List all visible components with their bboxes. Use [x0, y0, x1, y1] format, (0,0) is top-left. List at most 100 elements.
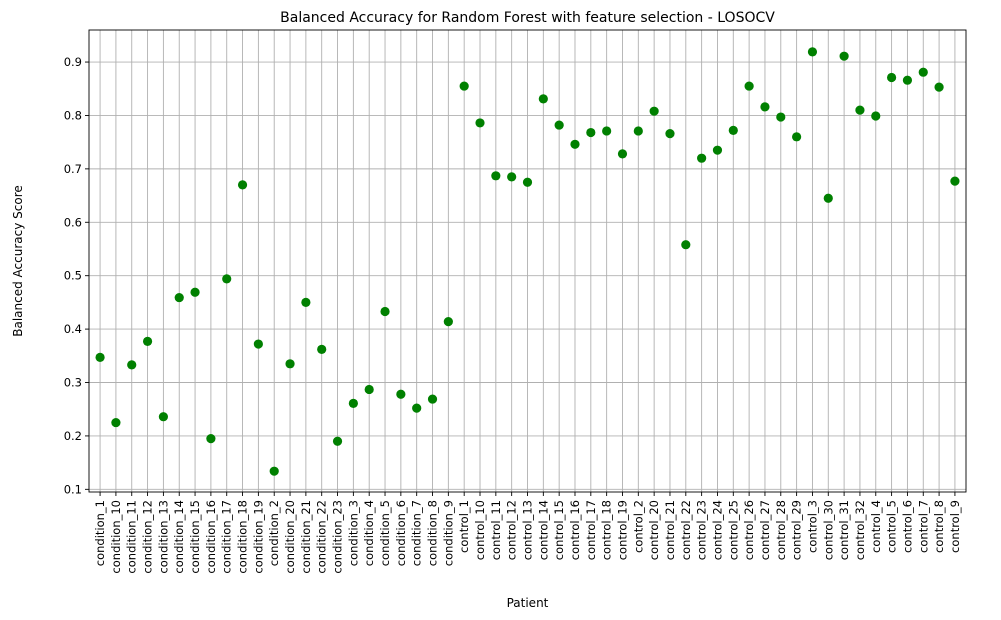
data-point — [712, 145, 723, 155]
data-point — [538, 94, 548, 104]
data-point — [364, 384, 374, 395]
x-tick-label: control_5 — [885, 500, 899, 553]
x-tick-label: condition_5 — [378, 500, 392, 566]
x-tick-label: control_25 — [726, 500, 740, 560]
data-point — [602, 126, 612, 136]
y-axis-ticks: 0.1 0.2 0.3 0.4 0.5 0.6 0.7 0.8 0.9 — [64, 55, 89, 496]
data-point — [380, 306, 390, 317]
y-tick-label: 0.8 — [64, 108, 82, 122]
data-point — [332, 436, 343, 446]
x-tick-label: condition_9 — [441, 500, 455, 566]
data-point — [681, 240, 691, 250]
x-tick-label: control_28 — [774, 500, 788, 560]
x-tick-label: control_20 — [647, 500, 661, 560]
data-point — [253, 339, 263, 349]
data-point — [950, 176, 960, 186]
x-tick-label: condition_7 — [410, 500, 424, 566]
x-tick-label: control_32 — [853, 500, 867, 560]
data-point — [301, 297, 311, 307]
x-tick-label: condition_12 — [141, 500, 155, 574]
data-point — [792, 132, 802, 142]
x-tick-label: control_26 — [742, 500, 756, 560]
y-tick-label: 0.6 — [64, 215, 82, 229]
y-tick-label: 0.7 — [64, 162, 82, 176]
x-tick-label: control_17 — [584, 500, 598, 560]
data-point — [855, 105, 865, 115]
data-point — [206, 433, 216, 444]
data-point — [554, 120, 564, 130]
data-point — [507, 172, 517, 182]
data-point — [142, 336, 153, 346]
y-axis-label: Balanced Accuracy Score — [11, 185, 25, 337]
x-tick-label: control_16 — [568, 500, 582, 560]
data-point — [427, 394, 438, 404]
x-tick-label: condition_8 — [426, 500, 440, 566]
data-point — [522, 177, 533, 187]
data-point — [776, 112, 786, 122]
data-point — [617, 149, 628, 159]
x-tick-label: control_4 — [869, 500, 883, 553]
y-tick-label: 0.9 — [64, 55, 82, 69]
x-tick-label: control_6 — [900, 500, 914, 553]
x-tick-label: control_2 — [631, 500, 645, 553]
x-tick-label: condition_20 — [283, 500, 297, 574]
x-tick-label: condition_13 — [156, 500, 170, 574]
x-tick-label: control_3 — [805, 500, 819, 553]
x-tick-label: condition_10 — [109, 500, 123, 574]
data-point — [633, 126, 643, 136]
data-point — [807, 47, 818, 57]
x-tick-label: control_31 — [837, 500, 851, 560]
x-tick-label: control_13 — [521, 500, 535, 560]
x-tick-label: control_8 — [932, 500, 946, 553]
x-axis-ticks: condition_1 condition_10 condition_11 condi… — [93, 492, 962, 574]
data-point — [665, 129, 675, 139]
data-point — [443, 317, 453, 327]
data-point — [222, 274, 232, 284]
x-tick-label: condition_23 — [331, 500, 345, 574]
data-point — [697, 153, 707, 163]
grid — [89, 30, 966, 492]
x-tick-label: condition_22 — [315, 500, 329, 574]
data-point — [823, 193, 833, 203]
x-tick-label: control_22 — [679, 500, 693, 560]
data-point — [570, 139, 580, 149]
data-points — [95, 47, 960, 476]
x-tick-label: control_9 — [948, 500, 962, 553]
x-tick-label: control_23 — [695, 500, 709, 560]
data-point — [269, 466, 279, 476]
x-tick-label: condition_16 — [204, 500, 218, 574]
x-tick-label: condition_3 — [346, 500, 360, 566]
x-tick-label: control_19 — [615, 500, 629, 560]
data-point — [649, 106, 659, 116]
x-tick-label: control_27 — [758, 500, 772, 560]
x-tick-label: condition_4 — [362, 500, 376, 566]
data-point — [934, 82, 944, 92]
data-point — [886, 72, 897, 83]
data-point — [396, 389, 406, 399]
plot-frame — [88, 29, 967, 493]
data-point — [839, 51, 849, 61]
x-tick-label: condition_21 — [299, 500, 313, 574]
x-tick-label: control_10 — [473, 500, 487, 560]
x-tick-label: condition_6 — [394, 500, 408, 566]
data-point — [174, 292, 184, 303]
data-point — [111, 417, 121, 428]
data-point — [158, 412, 169, 422]
data-point — [586, 127, 596, 138]
x-tick-label: control_12 — [505, 500, 519, 560]
y-tick-label: 0.4 — [64, 322, 82, 336]
data-point — [127, 360, 137, 370]
data-point — [285, 359, 295, 369]
data-point — [728, 125, 738, 136]
x-tick-label: control_1 — [457, 500, 471, 553]
x-tick-label: condition_17 — [220, 500, 234, 574]
x-tick-label: control_11 — [489, 500, 503, 560]
data-point — [190, 287, 200, 297]
x-tick-label: control_21 — [663, 500, 677, 560]
data-point — [760, 102, 770, 112]
y-tick-label: 0.3 — [64, 376, 82, 390]
data-point — [918, 67, 928, 77]
x-tick-label: condition_15 — [188, 500, 202, 574]
x-tick-label: control_30 — [821, 500, 835, 560]
y-tick-label: 0.2 — [64, 429, 82, 443]
